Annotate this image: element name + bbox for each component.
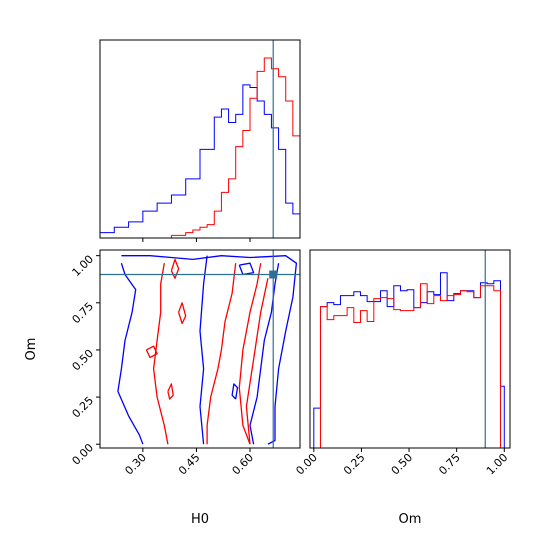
h0-xaxis-tick-label-1: 0.45	[176, 451, 203, 478]
contour-red-5	[145, 345, 158, 359]
h0-om-contour-panel: 0.30 0.45 0.60 0.00 0.25 0.50 0.75 1.00	[70, 249, 301, 478]
om-yaxis-tick-label-4: 1.00	[70, 253, 97, 280]
om-hist-blue-step	[313, 272, 505, 448]
axis-labels: H0 Om Om	[24, 338, 421, 527]
h0-hist-frame	[99, 39, 301, 239]
contour-red-3	[245, 278, 269, 445]
contour-blue-5	[231, 383, 239, 400]
contour-red-4	[170, 258, 180, 279]
contour-lines	[117, 255, 298, 445]
h0-xaxis-tick-label-2: 0.60	[230, 451, 257, 478]
om-yaxis-tick-label-0: 0.00	[70, 441, 97, 468]
contour-blue-3	[249, 263, 280, 445]
contour-red-2	[238, 263, 262, 445]
h0-histogram-panel	[99, 39, 301, 242]
om-hist-xaxis-tick-label-1: 0.25	[341, 451, 368, 478]
contour-blue-2	[199, 255, 208, 445]
contour-blue-1	[117, 263, 144, 445]
om-yaxis-tick-label-1: 0.25	[70, 394, 97, 421]
om-hist-red-step	[313, 283, 505, 449]
om-hist-xaxis-tick-label-2: 0.50	[389, 451, 416, 478]
contour-panel-frame	[99, 249, 301, 449]
om-yaxis-tick-label-2: 0.50	[70, 347, 97, 374]
contour-red-6	[177, 302, 187, 325]
contour-blue-4	[238, 262, 255, 276]
contour-red-1	[206, 263, 237, 445]
om-hist-xaxis-tick-label-4: 1.00	[484, 451, 511, 478]
h0-hist-red-step	[100, 57, 301, 239]
om-hist-frame	[309, 249, 511, 449]
om-yaxis-tick-label-3: 0.75	[70, 300, 97, 327]
h0-hist-blue-step	[99, 84, 301, 238]
contour-red-7	[167, 383, 174, 400]
xlabel-om: Om	[399, 512, 422, 527]
om-hist-xaxis-tick-label-0: 0.00	[293, 451, 320, 478]
om-hist-xaxis-tick-label-3: 0.75	[436, 451, 463, 478]
h0-xaxis-tick-label-0: 0.30	[122, 451, 149, 478]
om-histogram-panel: 0.00 0.25 0.50 0.75 1.00	[293, 249, 511, 478]
xlabel-h0: H0	[191, 512, 209, 527]
truth-marker	[269, 270, 278, 279]
contour-blue-0	[121, 255, 298, 445]
ylabel-om: Om	[24, 338, 39, 361]
